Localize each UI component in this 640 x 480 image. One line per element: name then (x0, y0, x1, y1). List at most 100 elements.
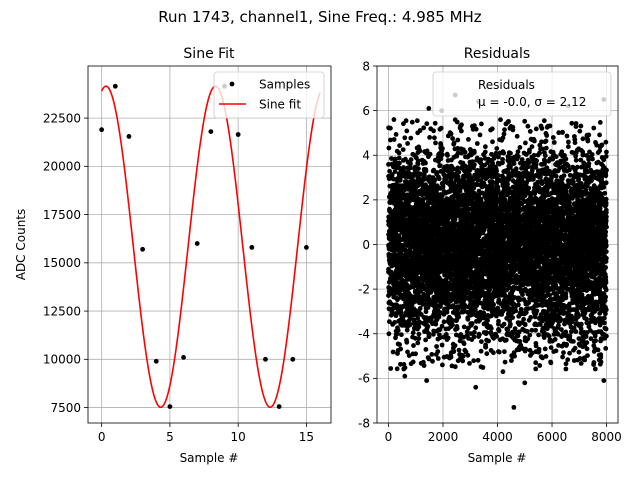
residual-point (576, 336, 582, 341)
residual-point (597, 132, 602, 138)
residual-point (389, 156, 394, 161)
residual-point (583, 279, 589, 285)
residual-point (502, 359, 508, 365)
residual-point (599, 195, 604, 200)
residual-point (567, 350, 572, 356)
residual-point (591, 125, 597, 131)
sample-point (167, 404, 173, 409)
residual-point (405, 349, 410, 355)
residual-point (464, 329, 470, 335)
residual-point (515, 149, 521, 155)
residual-point (502, 127, 507, 133)
sample-point (276, 404, 282, 409)
sine-fit-grid (88, 66, 331, 423)
residual-point (482, 156, 488, 161)
residual-point (475, 357, 481, 363)
sine-fit-xtick-label: 0 (98, 430, 106, 444)
residual-point (416, 331, 422, 337)
residual-point (556, 130, 562, 136)
legend-samples-marker (229, 81, 235, 87)
residual-point (584, 153, 590, 158)
sample-point (126, 134, 132, 139)
residual-point (536, 332, 541, 338)
residual-point (602, 190, 608, 196)
residual-point (600, 163, 606, 169)
residual-point (405, 141, 410, 146)
residual-point (496, 154, 501, 160)
residual-point (467, 361, 472, 366)
residual-point (548, 345, 554, 350)
residual-point (439, 152, 445, 158)
samples-group (99, 83, 309, 409)
residual-point (410, 330, 416, 336)
residual-point (393, 302, 399, 308)
residual-point (471, 358, 477, 364)
residual-point (506, 163, 512, 169)
sine-fit-ytick-label: 20000 (43, 160, 81, 174)
residual-point (586, 132, 592, 138)
residual-point (402, 135, 408, 141)
residual-point (603, 139, 609, 145)
residual-point (519, 157, 525, 162)
residual-point (439, 181, 445, 186)
residual-point (532, 303, 537, 309)
residual-point (594, 142, 600, 148)
residual-point (421, 363, 427, 368)
residual-point (426, 356, 432, 362)
residual-point (417, 319, 422, 325)
residual-point (547, 339, 553, 344)
sine-fit-xtick-label: 10 (231, 430, 246, 444)
residual-point (561, 350, 566, 355)
residual-point (552, 337, 558, 342)
residual-point (496, 318, 501, 324)
residual-point (529, 327, 535, 333)
residual-point (551, 140, 557, 145)
residual-point (589, 311, 595, 317)
residual-point (432, 135, 437, 141)
residual-point (592, 366, 598, 372)
residual-point (510, 178, 516, 184)
sample-point (112, 83, 118, 89)
residual-point (415, 340, 421, 346)
residual-point (386, 306, 392, 312)
residual-point (411, 343, 416, 348)
residual-point (517, 320, 523, 326)
residual-point (462, 149, 468, 155)
sine-fit-curve (100, 85, 321, 409)
residual-point (578, 157, 584, 163)
residual-point (604, 149, 609, 155)
residual-point (498, 117, 503, 123)
sine-fit-ytick-label: 22500 (43, 111, 81, 125)
residual-point (451, 141, 457, 147)
residual-point (397, 143, 402, 149)
residual-point (564, 133, 570, 139)
residual-point (522, 321, 528, 327)
residual-point (391, 176, 397, 182)
residual-point (501, 321, 507, 327)
residual-point (566, 144, 571, 150)
residual-point (505, 154, 511, 159)
sine-fit-ytick-label: 17500 (43, 208, 81, 222)
residual-point (455, 137, 461, 143)
residual-point (533, 343, 539, 349)
residual-point (467, 159, 473, 165)
residual-point (523, 140, 528, 146)
residual-point (603, 154, 609, 159)
residual-point (394, 165, 400, 171)
residual-point (503, 268, 509, 274)
residual-point (433, 140, 438, 146)
residual-point (432, 120, 438, 126)
residual-point (490, 179, 495, 185)
residual-point (454, 318, 459, 324)
residual-point (388, 366, 394, 371)
residual-point (567, 167, 572, 173)
sample-point (304, 244, 309, 250)
sample-point (235, 132, 241, 137)
residual-point (396, 155, 402, 161)
residual-point (489, 174, 495, 180)
residual-point (517, 145, 523, 150)
residual-point (393, 311, 398, 316)
residual-point (424, 121, 430, 127)
residual-point (588, 336, 594, 342)
